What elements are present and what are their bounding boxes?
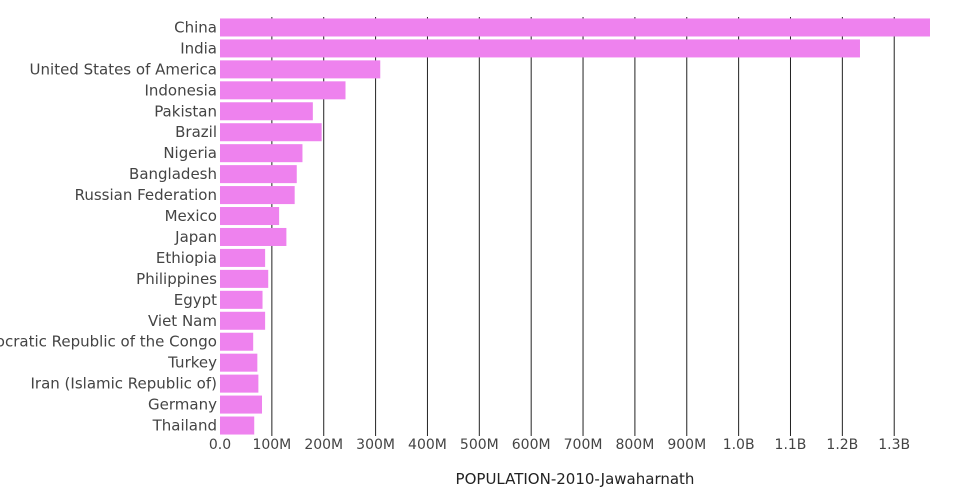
bar[interactable]	[220, 395, 263, 414]
bar[interactable]	[220, 290, 263, 309]
category-label: Egypt	[174, 291, 217, 309]
x-tick-label: 700M	[564, 437, 603, 453]
bar[interactable]	[220, 311, 266, 330]
bar[interactable]	[220, 416, 255, 435]
category-label: India	[180, 39, 217, 57]
category-label: Thailand	[152, 417, 217, 435]
bar[interactable]	[220, 353, 258, 372]
bar[interactable]	[220, 165, 297, 184]
category-label: Iran (Islamic Republic of)	[31, 375, 218, 393]
x-tick-label: 900M	[667, 437, 706, 453]
category-label: Mexico	[165, 207, 217, 225]
bar[interactable]	[220, 248, 266, 267]
bar[interactable]	[220, 144, 303, 163]
category-label: Democratic Republic of the Congo	[0, 333, 217, 351]
x-tick-label: 1.1B	[775, 437, 807, 453]
category-label: Japan	[174, 228, 217, 246]
category-label: China	[174, 18, 217, 36]
bar[interactable]	[220, 60, 381, 79]
x-tick-label: 800M	[615, 437, 654, 453]
bar[interactable]	[220, 186, 295, 205]
grid-lines	[271, 17, 895, 436]
x-tick-label: 1.0B	[723, 437, 755, 453]
category-label: United States of America	[30, 60, 217, 78]
x-tick-label: 0.0	[209, 437, 231, 453]
category-label: Bangladesh	[129, 165, 217, 183]
x-tick-label: 400M	[408, 437, 447, 453]
x-tick-label: 1.2B	[826, 437, 858, 453]
bar[interactable]	[220, 81, 346, 100]
bar[interactable]	[220, 332, 254, 351]
bar[interactable]	[220, 207, 280, 226]
x-tick-label: 500M	[460, 437, 499, 453]
bar[interactable]	[220, 102, 313, 121]
category-label: Nigeria	[163, 144, 217, 162]
bars	[220, 18, 930, 435]
bar[interactable]	[220, 39, 860, 58]
category-label: Russian Federation	[75, 186, 217, 204]
x-tick-label: 1.3B	[878, 437, 910, 453]
category-label: Brazil	[175, 123, 217, 141]
x-tick-labels: 0.0 100M 200M 300M 400M 500M 600M 700M 800M 900M 1…	[209, 437, 910, 453]
category-label: Viet Nam	[148, 312, 217, 330]
category-label: Indonesia	[144, 81, 217, 99]
category-label: Philippines	[136, 270, 217, 288]
x-tick-label: 100M	[252, 437, 291, 453]
category-label: Turkey	[167, 354, 217, 372]
category-label: Germany	[148, 396, 217, 414]
category-label: Ethiopia	[156, 249, 217, 267]
bar[interactable]	[220, 123, 322, 142]
x-tick-label: 300M	[356, 437, 395, 453]
x-tick-label: 200M	[304, 437, 343, 453]
x-tick-label: 600M	[512, 437, 551, 453]
category-label: Pakistan	[154, 102, 217, 120]
bar[interactable]	[220, 374, 259, 393]
category-labels: China India United States of America Indone…	[0, 18, 217, 434]
bar[interactable]	[220, 18, 930, 37]
bar[interactable]	[220, 269, 269, 288]
bar[interactable]	[220, 227, 287, 246]
x-axis-title: POPULATION-2010-Jawaharnath	[456, 470, 695, 488]
